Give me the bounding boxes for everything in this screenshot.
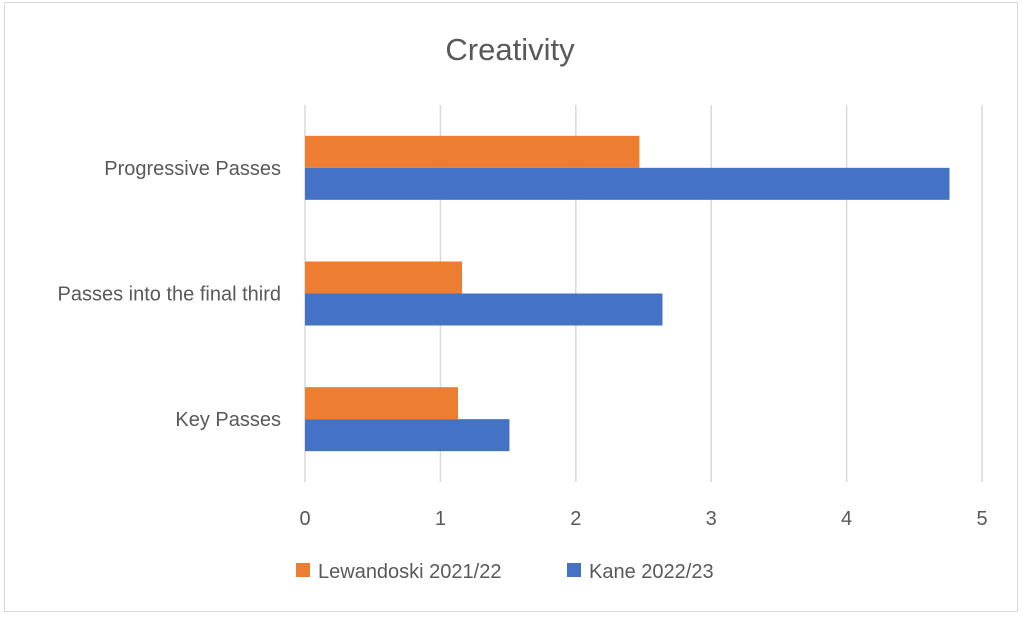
legend-swatch [567,563,581,577]
bar-kane-0 [305,167,950,200]
bar-lewandoski-2 [305,387,459,420]
category-label: Progressive Passes [104,158,281,180]
x-tick-label: 2 [570,508,581,530]
bars [305,135,950,452]
category-label: Passes into the final third [58,284,281,306]
x-tick-labels: 0 1 2 3 4 5 [299,508,987,530]
bar-lewandoski-1 [305,261,463,294]
legend-label: Lewandoski 2021/22 [318,561,501,583]
legend-label: Kane 2022/23 [589,561,714,583]
chart-title: Creativity [445,32,575,67]
x-tick-label: 0 [299,508,310,530]
x-tick-label: 4 [841,508,852,530]
x-tick-label: 5 [976,508,987,530]
bar-kane-1 [305,293,663,326]
x-tick-label: 3 [706,508,717,530]
legend-swatch [296,563,310,577]
bar-kane-2 [305,419,510,452]
category-labels: Progressive Passes Passes into the final … [58,158,281,431]
legend: Lewandoski 2021/22 Kane 2022/23 [296,561,714,583]
x-tick-label: 1 [435,508,446,530]
bar-lewandoski-0 [305,135,640,168]
category-label: Key Passes [175,409,281,431]
